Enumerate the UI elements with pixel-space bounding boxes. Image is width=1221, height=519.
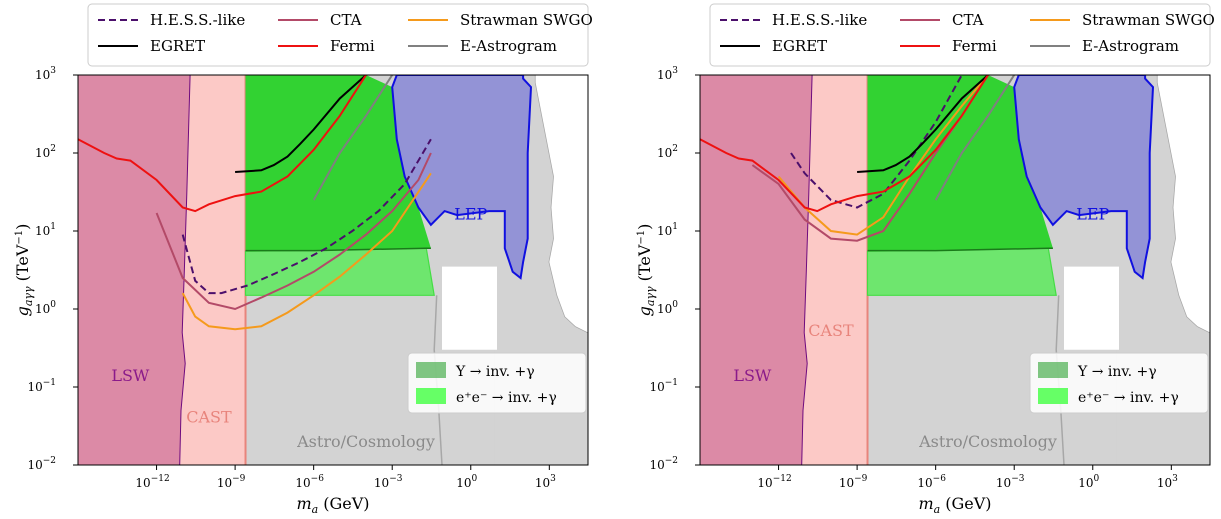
label-astro: Astro/Cosmology [918,432,1057,451]
label-cast: CAST [808,321,854,340]
series-h-e-s-s-like [790,75,963,209]
label-lsw: LSW [111,366,150,385]
label-lep: LEP [1076,205,1109,224]
cast-region [802,75,868,465]
series-fermi [700,75,989,213]
axes-frame [699,74,1211,466]
upsilon-edge [245,247,431,252]
plot-area [78,75,588,465]
lep-region [1013,75,1155,280]
inset-legend-ee: e⁺e⁻ → inv. +γ [456,390,557,406]
series-egret [235,75,367,173]
top-legend-box [87,3,589,67]
y-tick-label: 100 [35,300,56,316]
inset-legend-box [1029,352,1209,414]
ee-region [866,247,1057,296]
legend-label-5: E-Astrogram [460,37,557,55]
y-tick-label: 100 [657,300,678,316]
left-panel: LSW CAST Astro/Cosmology LEP Υ → inv. +γ e⁺e⁻… [13,66,589,516]
y-tick-label: 101 [657,222,678,238]
inset-legend-ee: e⁺e⁻ → inv. +γ [1078,390,1179,406]
right-panel: LSW CAST Astro/Cosmology LEP Υ → inv. +γ e⁺e⁻… [635,66,1211,516]
y-tick-label: 10−1 [27,378,56,394]
y-axis-label: gaγγ (TeV−1) [13,224,35,317]
legend-label-1: CTA [330,11,362,29]
x-tick-label: 10−9 [217,474,246,490]
lsw-region [700,75,813,465]
legends: H.E.S.S.-like CTA Strawman SWGO EGRET Fermi E… [87,3,1215,67]
inset-legend-swatch-ee [416,388,446,404]
x-tick-label: 103 [1157,474,1178,490]
series-egret [857,75,989,173]
label-astro: Astro/Cosmology [296,432,435,451]
y-tick-label: 102 [657,144,678,160]
label-lep: LEP [454,205,487,224]
inset-legend-swatch-ee [1038,388,1068,404]
open-region [1157,75,1210,333]
y-tick-label: 10−1 [649,378,678,394]
x-tick-label: 103 [535,474,556,490]
open-region [535,75,588,333]
x-tick-label: 100 [1078,474,1099,490]
unconstrained-window [442,266,497,350]
astro-edge [534,75,588,334]
cast-region [180,75,246,465]
y-tick-label: 101 [35,222,56,238]
upsilon-region [867,75,1053,251]
legend-label-0: H.E.S.S.-like [150,11,245,29]
axes-frame [77,74,589,466]
series-h-e-s-s-like [181,138,432,295]
y-tick-label: 10−2 [649,456,678,472]
series-e-astrogram [312,75,394,201]
legend-label-4: Fermi [330,37,375,55]
series-strawman-swgo [181,172,432,331]
x-axis-label: ma (GeV) [918,494,991,515]
inset-legend-swatch-upsilon [416,362,446,378]
y-tick-label: 103 [35,66,56,82]
series-e-astrogram [934,75,1016,201]
y-axis-label: gaγγ (TeV−1) [635,224,657,317]
x-tick-label: 10−3 [374,474,403,490]
x-tick-label: 10−12 [135,474,169,490]
legend-label-2: Strawman SWGO [460,11,593,29]
legend-label-3: EGRET [150,37,205,55]
legend-label-5: E-Astrogram [1082,37,1179,55]
y-tick-label: 10−2 [27,456,56,472]
upsilon-edge [867,247,1053,252]
x-tick-label: 10−6 [917,474,946,490]
series-cta [155,152,432,311]
top-legend-box [709,3,1211,67]
x-tick-label: 10−6 [295,474,324,490]
inset-legend-box [407,352,587,414]
x-tick-label: 10−3 [996,474,1025,490]
legend-label-1: CTA [952,11,984,29]
x-axis-label: ma (GeV) [296,494,369,515]
legend-label-4: Fermi [952,37,997,55]
legend-label-3: EGRET [772,37,827,55]
label-cast: CAST [186,408,232,427]
lsw-region [78,75,191,465]
legend-label-2: Strawman SWGO [1082,11,1215,29]
unconstrained-window [1064,266,1119,350]
series-strawman-swgo [777,75,989,236]
y-tick-label: 103 [657,66,678,82]
x-tick-label: 10−12 [757,474,791,490]
series-fermi [78,75,367,213]
x-tick-label: 100 [456,474,477,490]
legend-label-0: H.E.S.S.-like [772,11,867,29]
x-tick-label: 10−9 [839,474,868,490]
y-tick-label: 102 [35,144,56,160]
inset-legend-upsilon: Υ → inv. +γ [1077,364,1157,380]
label-lsw: LSW [733,366,772,385]
upsilon-region [245,75,431,251]
inset-legend-upsilon: Υ → inv. +γ [455,364,535,380]
inset-legend-swatch-upsilon [1038,362,1068,378]
